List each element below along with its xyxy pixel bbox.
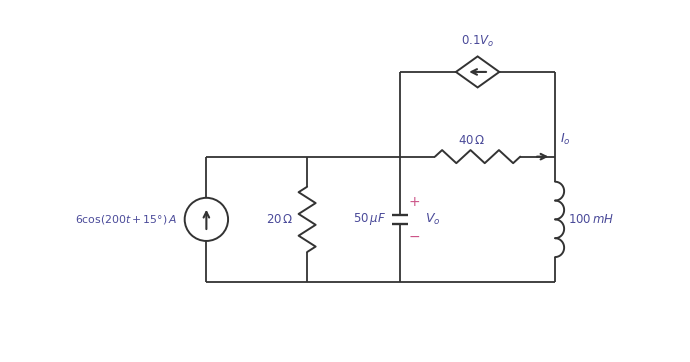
Text: $50\,\mu F$: $50\,\mu F$ — [353, 211, 386, 227]
Text: $V_o$: $V_o$ — [425, 212, 440, 227]
Text: $20\,\Omega$: $20\,\Omega$ — [266, 213, 293, 226]
Text: $-$: $-$ — [408, 229, 420, 243]
Text: $0.1V_o$: $0.1V_o$ — [461, 34, 494, 49]
Text: $+$: $+$ — [408, 195, 420, 210]
Text: $100\,mH$: $100\,mH$ — [567, 213, 614, 226]
Text: $40\,\Omega$: $40\,\Omega$ — [457, 134, 485, 147]
Text: $I_o$: $I_o$ — [560, 131, 571, 147]
Text: $6\cos(200t+15°)\,A$: $6\cos(200t+15°)\,A$ — [75, 213, 177, 226]
